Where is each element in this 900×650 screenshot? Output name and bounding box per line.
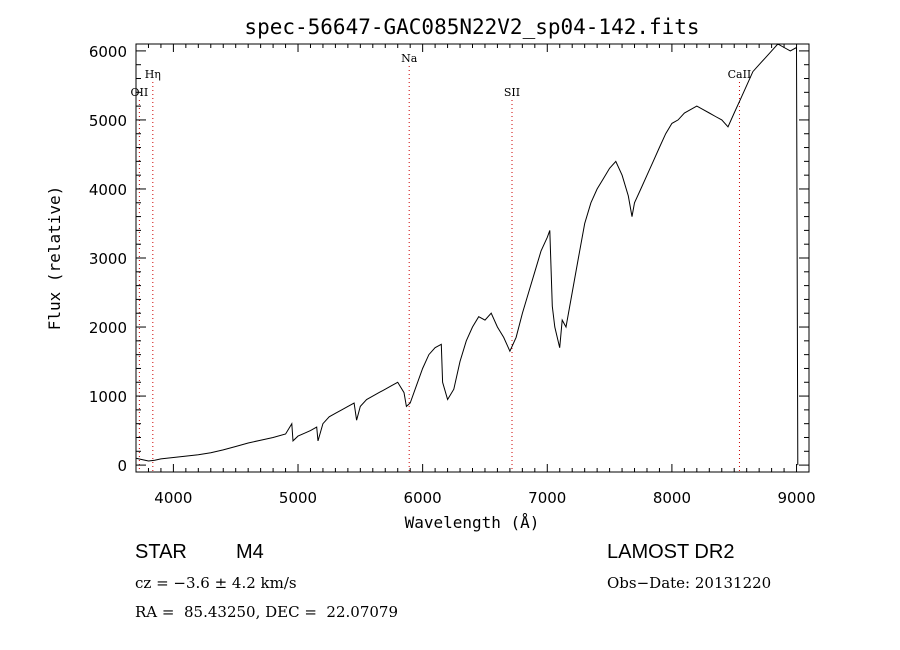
line-marker-label: Hη	[145, 68, 161, 81]
y-tick-label: 3000	[89, 250, 127, 268]
y-tick-label: 5000	[89, 112, 127, 130]
y-tick-label: 0	[117, 457, 127, 475]
y-tick-label: 4000	[89, 181, 127, 199]
x-axis-label: Wavelength (Å)	[405, 513, 540, 532]
survey-name: LAMOST DR2	[607, 541, 735, 563]
object-subclass: M4	[236, 541, 264, 563]
axis-ticks: 4000 5000 6000 7000 8000 9000 0 1000 2000 3000 400…	[89, 43, 816, 507]
x-tick-label: 5000	[279, 489, 317, 507]
y-tick-label: 1000	[89, 388, 127, 406]
object-type: STAR	[135, 541, 187, 563]
y-tick-label: 6000	[89, 43, 127, 61]
redshift-velocity: cz = −3.6 ± 4.2 km/s	[135, 574, 297, 592]
y-tick-label: 2000	[89, 319, 127, 337]
spectrum-line	[135, 43, 799, 466]
observation-date: Obs−Date: 20131220	[607, 574, 772, 592]
line-marker-label: CaII	[728, 68, 752, 81]
line-marker-label: SII	[504, 86, 520, 99]
x-tick-label: 7000	[528, 489, 566, 507]
y-axis-label: Flux (relative)	[45, 186, 64, 331]
plot-frame	[135, 43, 810, 473]
chart-title: spec-56647-GAC085N22V2_sp04-142.fits	[244, 15, 699, 39]
x-tick-label: 4000	[154, 489, 192, 507]
line-marker-label: Na	[401, 52, 418, 65]
x-tick-label: 6000	[404, 489, 442, 507]
x-tick-label: 9000	[777, 489, 815, 507]
coordinates: RA = 85.43250, DEC = 22.07079	[135, 603, 399, 621]
x-tick-label: 8000	[653, 489, 691, 507]
